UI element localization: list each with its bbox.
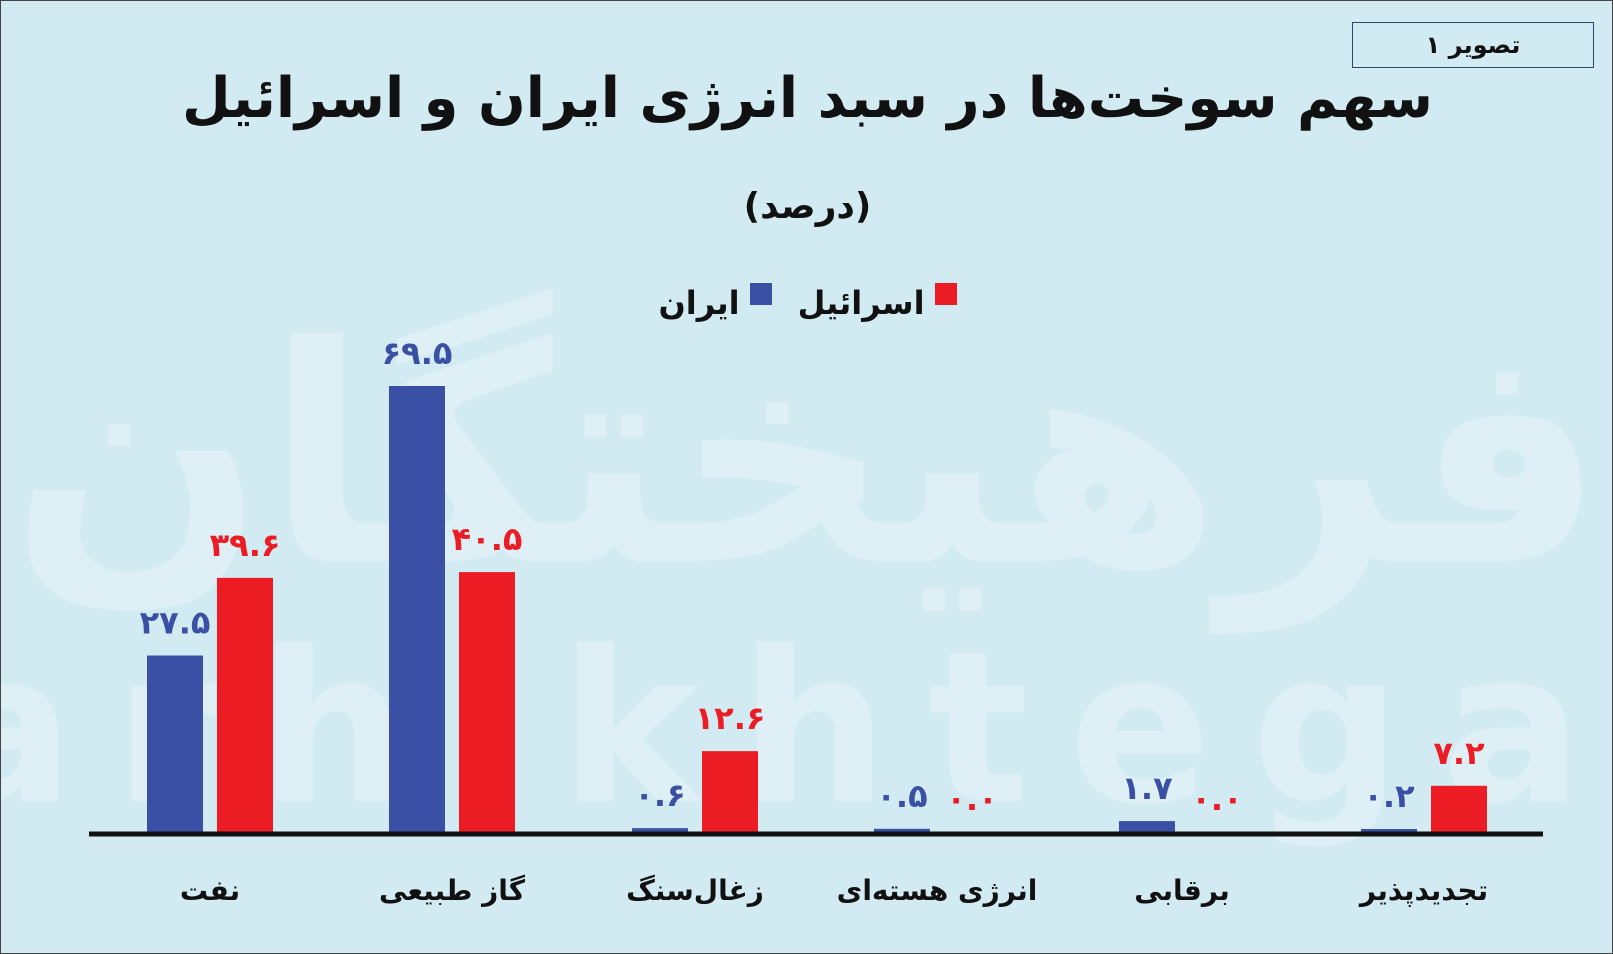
- bar-iran-2: [632, 828, 688, 832]
- legend-swatch-iran: [749, 283, 772, 305]
- data-label-iran-5: ۰.۲: [1363, 777, 1415, 815]
- bar-iran-5: [1361, 829, 1417, 832]
- bar-israel-1: [459, 572, 515, 832]
- category-label-5: تجدیدپذیر: [1358, 874, 1488, 907]
- category-label-4: برقابی: [1134, 874, 1230, 907]
- legend-label-israel: اسرائیل: [797, 284, 925, 322]
- category-label-0: نفت: [180, 874, 240, 907]
- bar-iran-4: [1119, 821, 1175, 832]
- data-label-iran-3: ۰.۵: [876, 777, 927, 815]
- bar-israel-2: [702, 751, 758, 832]
- category-label-3: انرژی هسته‌ای: [837, 874, 1038, 907]
- chart-subtitle: (درصد): [743, 186, 872, 227]
- legend-item-israel: اسرائیل: [797, 283, 957, 322]
- data-label-israel-3: ۰.۰: [946, 780, 997, 818]
- bar-israel-5: [1431, 785, 1487, 832]
- watermark-fa: فرهیختگان: [9, 283, 1604, 636]
- legend-label-iran: ایران: [658, 284, 740, 322]
- data-label-israel-4: ۰.۰: [1191, 780, 1242, 818]
- bar-iran-3: [874, 828, 930, 832]
- data-label-israel-5: ۷.۲: [1433, 734, 1485, 772]
- category-label-2: زغال‌سنگ: [626, 874, 764, 907]
- data-label-israel-0: ۳۹.۶: [210, 526, 281, 564]
- bar-iran-0: [147, 655, 203, 832]
- data-label-israel-2: ۱۲.۶: [695, 699, 766, 737]
- figure-label: تصویر ۱: [1352, 22, 1594, 68]
- data-label-iran-0: ۲۷.۵: [140, 604, 211, 642]
- data-label-iran-2: ۰.۶: [634, 776, 685, 814]
- bar-israel-0: [217, 577, 273, 832]
- bar-iran-1: [389, 386, 445, 832]
- legend-item-iran: ایران: [658, 283, 772, 322]
- category-label-1: گاز طبیعی: [379, 874, 526, 907]
- data-label-iran-1: ۶۹.۵: [382, 334, 453, 372]
- data-label-israel-1: ۴۰.۵: [452, 520, 523, 558]
- legend-swatch-israel: [934, 283, 957, 305]
- data-label-iran-4: ۱.۷: [1121, 769, 1173, 807]
- chart-title: سهم سوخت‌ها در سبد انرژی ایران و اسرائیل: [181, 66, 1433, 131]
- legend: اسرائیل ایران: [1, 283, 1612, 322]
